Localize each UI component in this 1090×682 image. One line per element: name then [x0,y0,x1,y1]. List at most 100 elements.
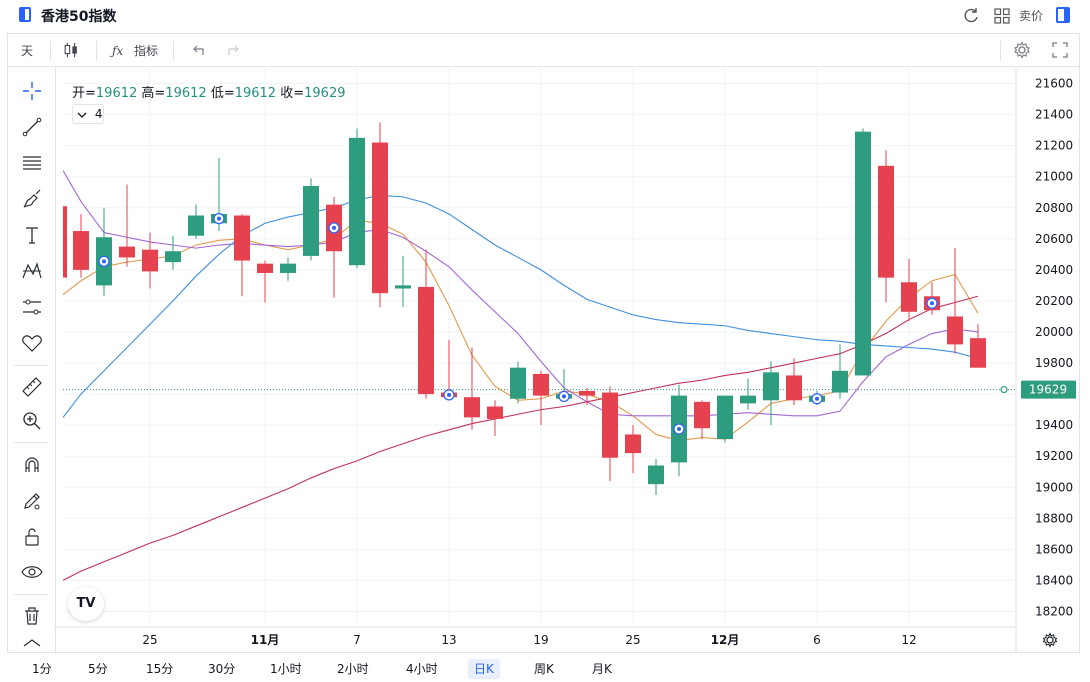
candle[interactable] [280,257,296,281]
timeframe-1[interactable]: 5分 [88,662,108,676]
y-tick-label: 20200 [1035,294,1073,308]
pattern-icon[interactable] [20,259,44,283]
candle-style-icon[interactable] [62,41,80,59]
more-tools-icon[interactable] [20,636,44,650]
candle[interactable] [349,128,365,269]
candle[interactable] [234,213,250,297]
candle[interactable] [372,122,388,308]
candle-body [878,165,894,278]
timeframe-0[interactable]: 1分 [32,662,52,676]
y-tick-label: 19000 [1035,480,1073,494]
timeframe-6[interactable]: 4小时 [406,662,438,676]
candle[interactable] [694,400,710,440]
candle[interactable] [763,361,779,426]
candle[interactable] [786,358,802,405]
draw-lock-pencil-icon[interactable] [20,489,44,513]
sell-price-toggle[interactable]: 卖价 [1019,9,1044,23]
y-tick-label: 19200 [1035,449,1073,463]
low-label: 低= [210,86,235,101]
unlock-icon[interactable] [20,525,44,549]
panel-toggle-icon[interactable] [1056,7,1070,23]
trash-icon[interactable] [20,604,44,628]
timeframe-2[interactable]: 15分 [146,662,174,676]
candle[interactable] [625,425,641,474]
candle[interactable] [717,395,733,443]
magnet-icon[interactable] [20,453,44,477]
tool-divider [14,442,48,443]
candle[interactable] [418,249,434,399]
y-tick-label: 19400 [1035,418,1073,432]
candle[interactable] [855,128,871,376]
favorite-heart-icon[interactable] [20,331,44,355]
indicators-button[interactable]: 指标 [134,44,159,58]
candle[interactable] [510,361,526,404]
candle[interactable] [832,344,848,399]
timeframe-3[interactable]: 30分 [208,662,236,676]
candle[interactable] [395,255,411,308]
brush-icon[interactable] [20,187,44,211]
candle-body [625,434,641,454]
interval-selector[interactable]: 天 [21,44,34,58]
axis-settings-gear-icon[interactable] [1042,632,1058,648]
y-tick-label: 20000 [1035,325,1073,339]
tradingview-logo[interactable]: TV [68,587,104,621]
candle-body [73,231,89,270]
candle[interactable] [740,378,756,410]
crosshair-icon[interactable] [20,79,44,103]
candle-body [740,395,756,404]
settings-gear-icon[interactable] [1013,41,1031,59]
trend-line-icon[interactable] [20,115,44,139]
refresh-icon[interactable] [962,6,980,26]
grid [63,68,1016,627]
candle[interactable] [533,370,549,426]
candle[interactable] [970,324,986,368]
x-tick-label: 13 [441,633,456,647]
eye-icon[interactable] [20,560,44,584]
toolbar-divider [96,41,97,61]
timeframe-4[interactable]: 1小时 [270,662,302,676]
zoom-in-icon[interactable] [20,409,44,433]
candle[interactable] [303,178,319,261]
undo-icon[interactable] [190,42,206,60]
chevron-down-icon [77,112,87,118]
candle[interactable] [901,258,917,322]
candle-body [349,137,365,266]
layout-grid-icon[interactable] [993,6,1011,26]
candle[interactable] [487,400,503,437]
toolbar-divider [50,41,51,61]
redo-icon[interactable] [226,42,242,60]
fx-icon[interactable]: ƒx [112,44,124,58]
prediction-icon[interactable] [20,295,44,319]
ruler-icon[interactable] [20,375,44,399]
symbol-icon[interactable] [19,7,31,22]
candle[interactable] [257,260,273,303]
candle[interactable] [119,184,135,267]
candle[interactable] [73,213,89,278]
candle[interactable] [947,248,963,354]
horizontal-lines-icon[interactable] [20,151,44,175]
candle[interactable] [648,459,664,496]
last-price-tag [1021,380,1076,399]
candle[interactable] [579,387,595,405]
candle[interactable] [464,347,480,430]
timeframe-8[interactable]: 周K [534,662,554,676]
candle[interactable] [142,232,158,289]
timeframe-7[interactable]: 日K [468,659,500,679]
timeframe-9[interactable]: 月K [592,662,612,676]
timeframe-5[interactable]: 2小时 [337,662,369,676]
candle[interactable] [602,386,618,482]
x-tick-label: 7 [353,633,361,647]
candle[interactable] [165,235,181,270]
x-tick-label: 12月 [711,633,740,647]
chart-toolbar: 天 ƒx 指标 [8,34,1079,67]
candle[interactable] [188,204,204,239]
indicator-toggle[interactable]: 4 [72,104,104,124]
candle[interactable] [878,150,894,303]
text-tool-icon[interactable] [20,223,44,247]
candle-body [303,186,319,256]
last-price-label: 19629 [1029,383,1067,397]
candle-body [832,370,848,393]
candle-body [947,316,963,345]
fullscreen-icon[interactable] [1051,41,1069,59]
